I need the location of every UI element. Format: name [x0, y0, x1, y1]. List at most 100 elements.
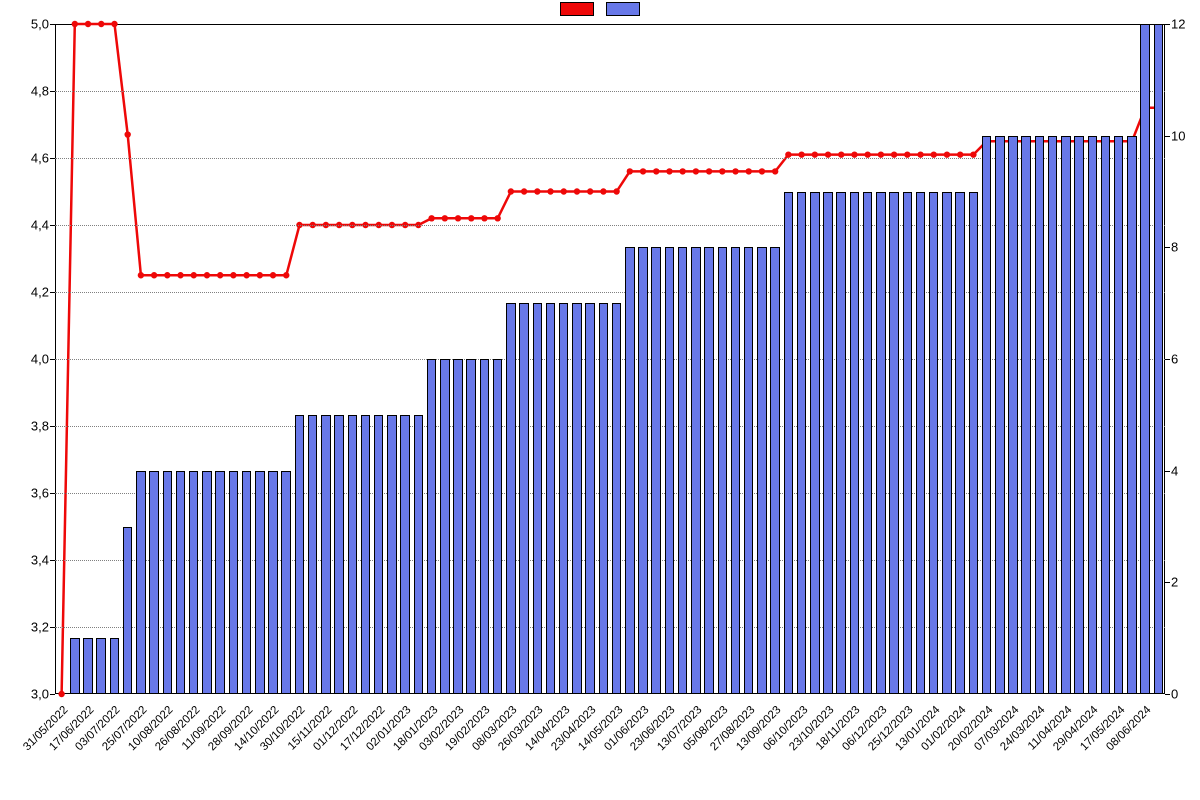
bar — [731, 247, 741, 694]
bar — [268, 471, 278, 694]
bar — [599, 303, 609, 694]
bar — [176, 471, 186, 694]
line-marker — [283, 272, 289, 278]
bar — [784, 192, 794, 695]
bar — [942, 192, 952, 695]
bar — [1035, 136, 1045, 694]
line-marker — [785, 151, 791, 157]
line-marker — [191, 272, 197, 278]
line-marker — [561, 188, 567, 194]
bar — [136, 471, 146, 694]
bar — [400, 415, 410, 694]
bar — [361, 415, 371, 694]
y-left-tick — [50, 24, 55, 25]
bar — [1061, 136, 1071, 694]
bar — [572, 303, 582, 694]
bar — [850, 192, 860, 695]
line-marker — [468, 215, 474, 221]
legend-swatch — [606, 2, 640, 16]
bar — [1048, 136, 1058, 694]
gridline — [55, 91, 1165, 92]
line-marker — [679, 168, 685, 174]
bar — [612, 303, 622, 694]
bar — [83, 638, 93, 694]
line-marker — [177, 272, 183, 278]
bar — [1101, 136, 1111, 694]
bar — [163, 471, 173, 694]
bar — [414, 415, 424, 694]
y-right-tick — [1165, 136, 1170, 137]
bar — [387, 415, 397, 694]
line-marker — [944, 151, 950, 157]
line-marker — [494, 215, 500, 221]
line-marker — [600, 188, 606, 194]
bar — [519, 303, 529, 694]
y-right-tick — [1165, 359, 1170, 360]
line-marker — [204, 272, 210, 278]
bar — [903, 192, 913, 695]
bar — [533, 303, 543, 694]
bar — [374, 415, 384, 694]
line-marker — [521, 188, 527, 194]
line-marker — [653, 168, 659, 174]
legend-item — [606, 2, 640, 16]
bar — [321, 415, 331, 694]
bar — [546, 303, 556, 694]
bar — [202, 471, 212, 694]
line-marker — [719, 168, 725, 174]
bar — [255, 471, 265, 694]
y-right-tick — [1165, 247, 1170, 248]
line-marker — [732, 168, 738, 174]
bar — [876, 192, 886, 695]
bar — [229, 471, 239, 694]
line-marker — [904, 151, 910, 157]
bar — [1154, 24, 1164, 694]
bar — [757, 247, 767, 694]
line-marker — [957, 151, 963, 157]
line-marker — [666, 168, 672, 174]
bar — [110, 638, 120, 694]
bar — [651, 247, 661, 694]
bar — [797, 192, 807, 695]
bar — [506, 303, 516, 694]
line-marker — [627, 168, 633, 174]
bar — [189, 471, 199, 694]
line-marker — [442, 215, 448, 221]
bar — [810, 192, 820, 695]
legend — [0, 2, 1200, 16]
bar — [295, 415, 305, 694]
combo-chart: 3,03,23,43,63,84,04,24,44,64,85,00246810… — [0, 0, 1200, 800]
bar — [955, 192, 965, 695]
y-right-tick — [1165, 694, 1170, 695]
bar — [744, 247, 754, 694]
line-marker — [230, 272, 236, 278]
bar — [466, 359, 476, 694]
y-right-tick — [1165, 582, 1170, 583]
bar — [889, 192, 899, 695]
line-marker — [838, 151, 844, 157]
bar — [493, 359, 503, 694]
line-marker — [547, 188, 553, 194]
bar — [678, 247, 688, 694]
bar — [982, 136, 992, 694]
y-left-tick — [50, 694, 55, 695]
bar — [625, 247, 635, 694]
line-marker — [746, 168, 752, 174]
bar — [1114, 136, 1124, 694]
bar — [334, 415, 344, 694]
line-marker — [640, 168, 646, 174]
bar — [281, 471, 291, 694]
line-marker — [58, 691, 64, 697]
line-marker — [243, 272, 249, 278]
line-marker — [151, 272, 157, 278]
bar — [1008, 136, 1018, 694]
line-marker — [798, 151, 804, 157]
line-marker — [98, 21, 104, 27]
line-marker — [931, 151, 937, 157]
bar — [149, 471, 159, 694]
bar — [559, 303, 569, 694]
line-marker — [812, 151, 818, 157]
bar — [1088, 136, 1098, 694]
line-marker — [217, 272, 223, 278]
bar — [836, 192, 846, 695]
